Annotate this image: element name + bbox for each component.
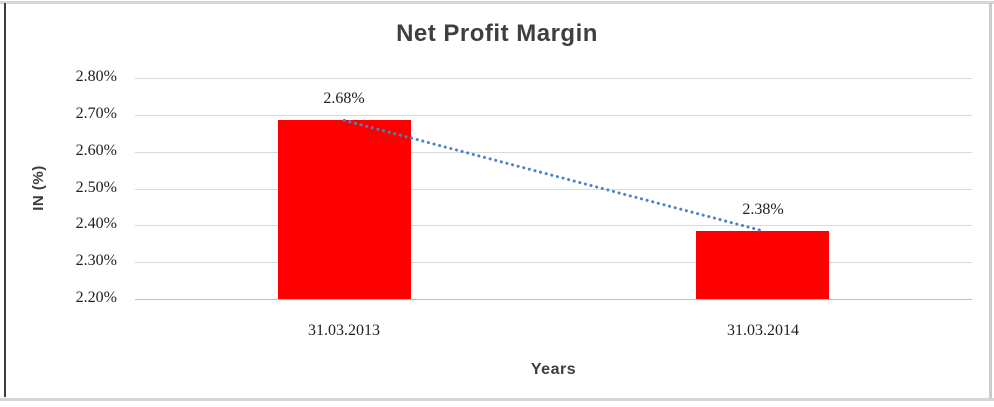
y-tick-label: 2.20%	[75, 289, 117, 306]
gridline	[135, 152, 972, 153]
bar	[278, 120, 411, 299]
bar-data-label: 2.38%	[742, 201, 784, 218]
y-tick-label: 2.60%	[75, 142, 117, 159]
x-axis-title: Years	[530, 361, 577, 378]
frame-border-bottom	[0, 398, 994, 401]
y-tick-label: 2.50%	[75, 179, 117, 196]
bar	[696, 231, 829, 299]
frame-border-left	[4, 3, 6, 397]
gridline	[135, 262, 972, 263]
x-category-label: 31.03.2013	[308, 322, 380, 339]
gridline	[135, 299, 972, 300]
x-category-label: 31.03.2014	[727, 322, 799, 339]
gridline	[135, 225, 972, 226]
y-tick-label: 2.70%	[75, 105, 117, 122]
frame-border-right	[989, 3, 992, 401]
y-tick-label: 2.30%	[75, 252, 117, 269]
gridline	[135, 115, 972, 116]
gridline	[135, 78, 972, 79]
y-tick-label: 2.80%	[75, 68, 117, 85]
bar-data-label: 2.68%	[323, 90, 365, 107]
y-tick-label: 2.40%	[75, 215, 117, 232]
frame-border-top	[0, 1, 994, 4]
chart-title: Net Profit Margin	[396, 20, 598, 47]
gridline	[135, 189, 972, 190]
